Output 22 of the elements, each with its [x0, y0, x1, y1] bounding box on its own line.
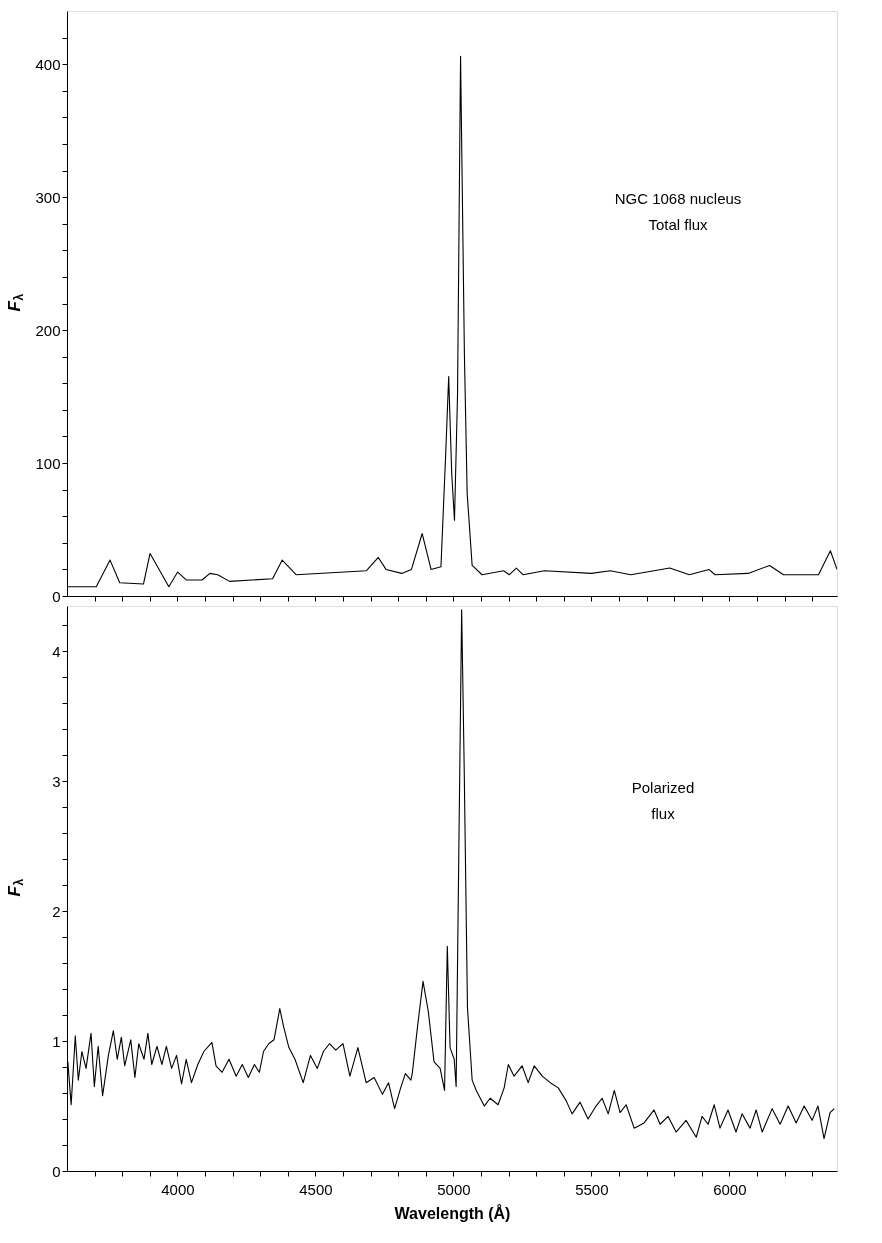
y-tick-label: 1 [52, 1032, 61, 1050]
x-tick-label: 4500 [299, 1180, 333, 1198]
x-tick-label: 4000 [161, 1180, 195, 1198]
x-tick-label: 5500 [575, 1180, 609, 1198]
y-tick-label: 100 [35, 454, 61, 472]
y-tick-label: 3 [52, 772, 61, 790]
y-tick-label: 4 [52, 642, 61, 660]
y-axis-title: Fλ [5, 878, 26, 897]
y-tick-label: 300 [35, 188, 61, 206]
x-axis-title: Wavelength (Å) [394, 1203, 511, 1222]
x-tick-label: 5000 [437, 1180, 471, 1198]
annotation: Polarized [631, 779, 695, 796]
y-axis-title: Fλ [5, 293, 26, 312]
y-tick-label: 0 [52, 587, 61, 605]
annotation: flux [651, 805, 676, 822]
y-tick-label: 0 [52, 1162, 61, 1180]
y-tick-label: 2 [52, 902, 61, 920]
x-tick-label: 6000 [713, 1180, 747, 1198]
y-tick-label: 200 [35, 321, 61, 339]
annotation: Total flux [648, 216, 709, 233]
y-tick-label: 400 [35, 55, 61, 73]
annotation: NGC 1068 nucleus [614, 190, 742, 207]
